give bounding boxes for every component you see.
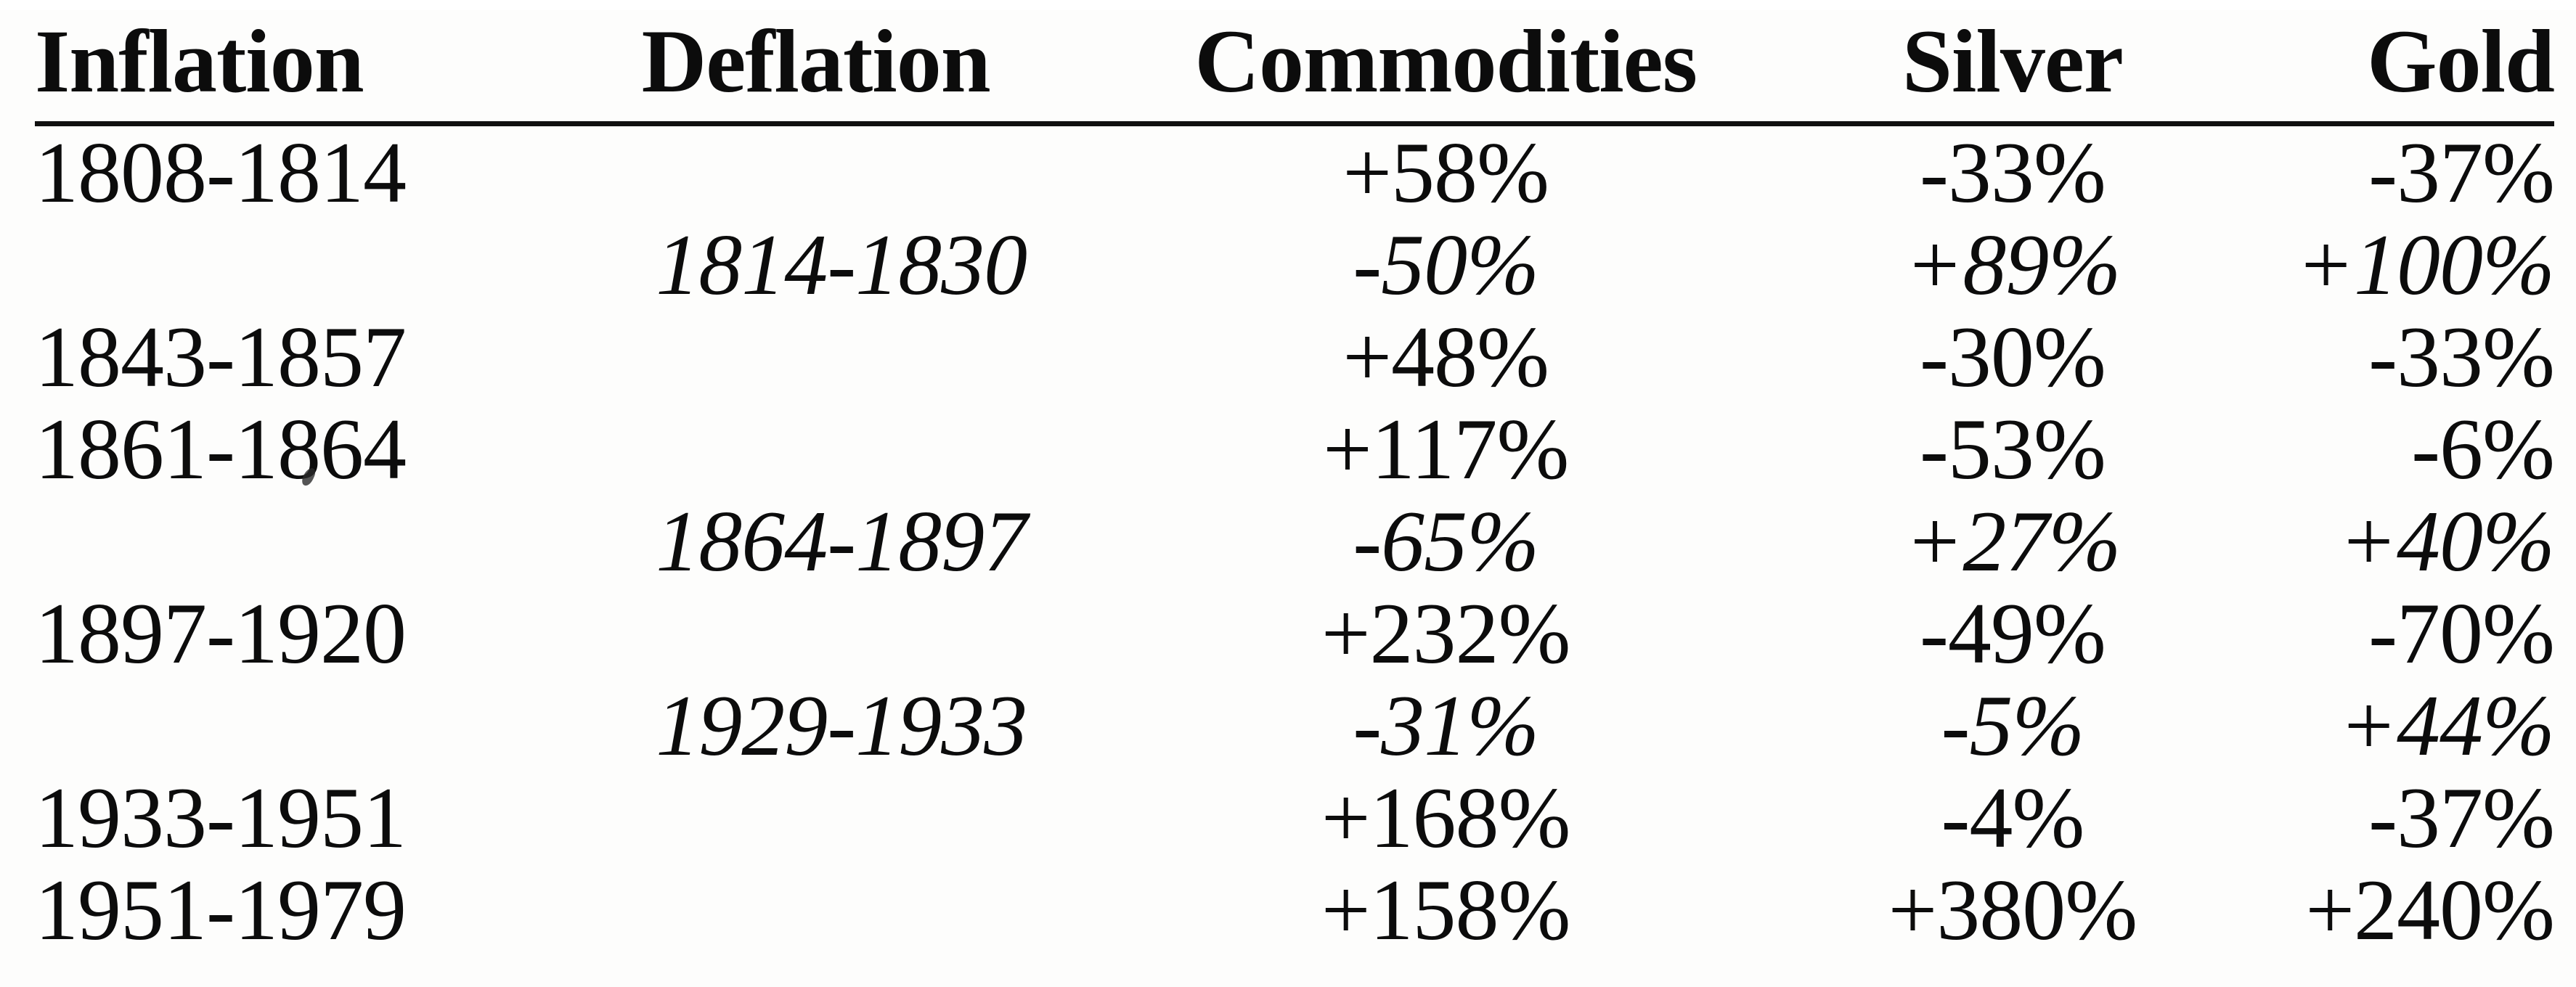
cell-gold-change: +44% (2339, 676, 2555, 774)
cell-commodities-change: -31% (1353, 676, 1539, 774)
cell-inflation-period: 1951-1979 (35, 861, 407, 958)
cell-commodities-change: -65% (1353, 492, 1539, 589)
header-row: Inflation Deflation Commodities Silver G… (35, 10, 2555, 126)
cell-gold-change: +240% (2305, 861, 2555, 958)
column-header-silver: Silver (1798, 10, 2227, 126)
cell-deflation-period (539, 771, 1093, 864)
cell-silver-change: -49% (1919, 584, 2106, 681)
cell-gold-change: -6% (2411, 400, 2555, 497)
table-row: 1843-1857 +48% -30% -33% (35, 308, 2555, 405)
inflation-deflation-returns-table: Inflation Deflation Commodities Silver G… (35, 10, 2555, 958)
table-row: 1864-1897 -65% +27% +40% (35, 492, 2555, 589)
cell-silver-change: -4% (1941, 769, 2084, 866)
cell-commodities-change: +58% (1342, 123, 1549, 221)
column-header-deflation: Deflation (539, 10, 1093, 126)
cell-gold-change: -70% (2368, 584, 2555, 681)
cell-silver-change: -53% (1919, 400, 2106, 497)
cell-deflation-period: 1864-1897 (656, 492, 1027, 589)
cell-inflation-period (35, 218, 539, 311)
column-header-gold: Gold (2226, 10, 2555, 126)
cell-inflation-period: 1861-1864 (35, 400, 407, 497)
cell-deflation-period: 1814-1830 (656, 216, 1027, 313)
cell-deflation-period (539, 864, 1093, 956)
cell-deflation-period (539, 123, 1093, 218)
table-row: 1929-1933 -31% -5% +44% (35, 676, 2555, 774)
cell-deflation-period (539, 311, 1093, 403)
cell-silver-change: +89% (1904, 216, 2121, 313)
cell-gold-change: -33% (2368, 308, 2555, 405)
cell-inflation-period: 1933-1951 (35, 769, 407, 866)
cell-gold-change: +100% (2296, 216, 2555, 313)
cell-gold-change: -37% (2368, 769, 2555, 866)
cell-inflation-period (35, 679, 539, 771)
cell-silver-change: +27% (1904, 492, 2121, 589)
cell-silver-change: -5% (1941, 676, 2084, 774)
cell-commodities-change: +168% (1321, 769, 1571, 866)
cell-commodities-change: -50% (1353, 216, 1539, 313)
cell-deflation-period (539, 403, 1093, 495)
cell-commodities-change: +158% (1321, 861, 1571, 958)
cell-silver-change: -33% (1919, 123, 2106, 221)
column-header-inflation: Inflation (35, 10, 539, 126)
table-row: 1814-1830 -50% +89% +100% (35, 216, 2555, 313)
cell-inflation-period: 1843-1857 (35, 308, 407, 405)
cell-silver-change: +380% (1888, 861, 2138, 958)
cell-deflation-period (539, 587, 1093, 679)
cell-deflation-period: 1929-1933 (656, 676, 1027, 774)
cell-gold-change: +40% (2339, 492, 2555, 589)
cell-commodities-change: +232% (1321, 584, 1571, 681)
cell-inflation-period: 1897-1920 (35, 584, 407, 681)
scanned-document-page: Inflation Deflation Commodities Silver G… (0, 10, 2576, 987)
cell-commodities-change: +48% (1342, 308, 1549, 405)
table-row: 1951-1979 +158% +380% +240% (35, 861, 2555, 958)
table-row: 1897-1920 +232% -49% -70% (35, 584, 2555, 681)
cell-inflation-period: 1808-1814 (35, 123, 407, 221)
table-row: 1808-1814 +58% -33% -37% (35, 123, 2555, 221)
table-row: 1861-1864 +117% -53% -6% (35, 400, 2555, 497)
cell-silver-change: -30% (1919, 308, 2106, 405)
table-row: 1933-1951 +168% -4% -37% (35, 769, 2555, 866)
column-header-commodities: Commodities (1093, 10, 1798, 126)
cell-inflation-period (35, 495, 539, 587)
cell-commodities-change: +117% (1323, 400, 1569, 497)
cell-gold-change: -37% (2368, 123, 2555, 221)
